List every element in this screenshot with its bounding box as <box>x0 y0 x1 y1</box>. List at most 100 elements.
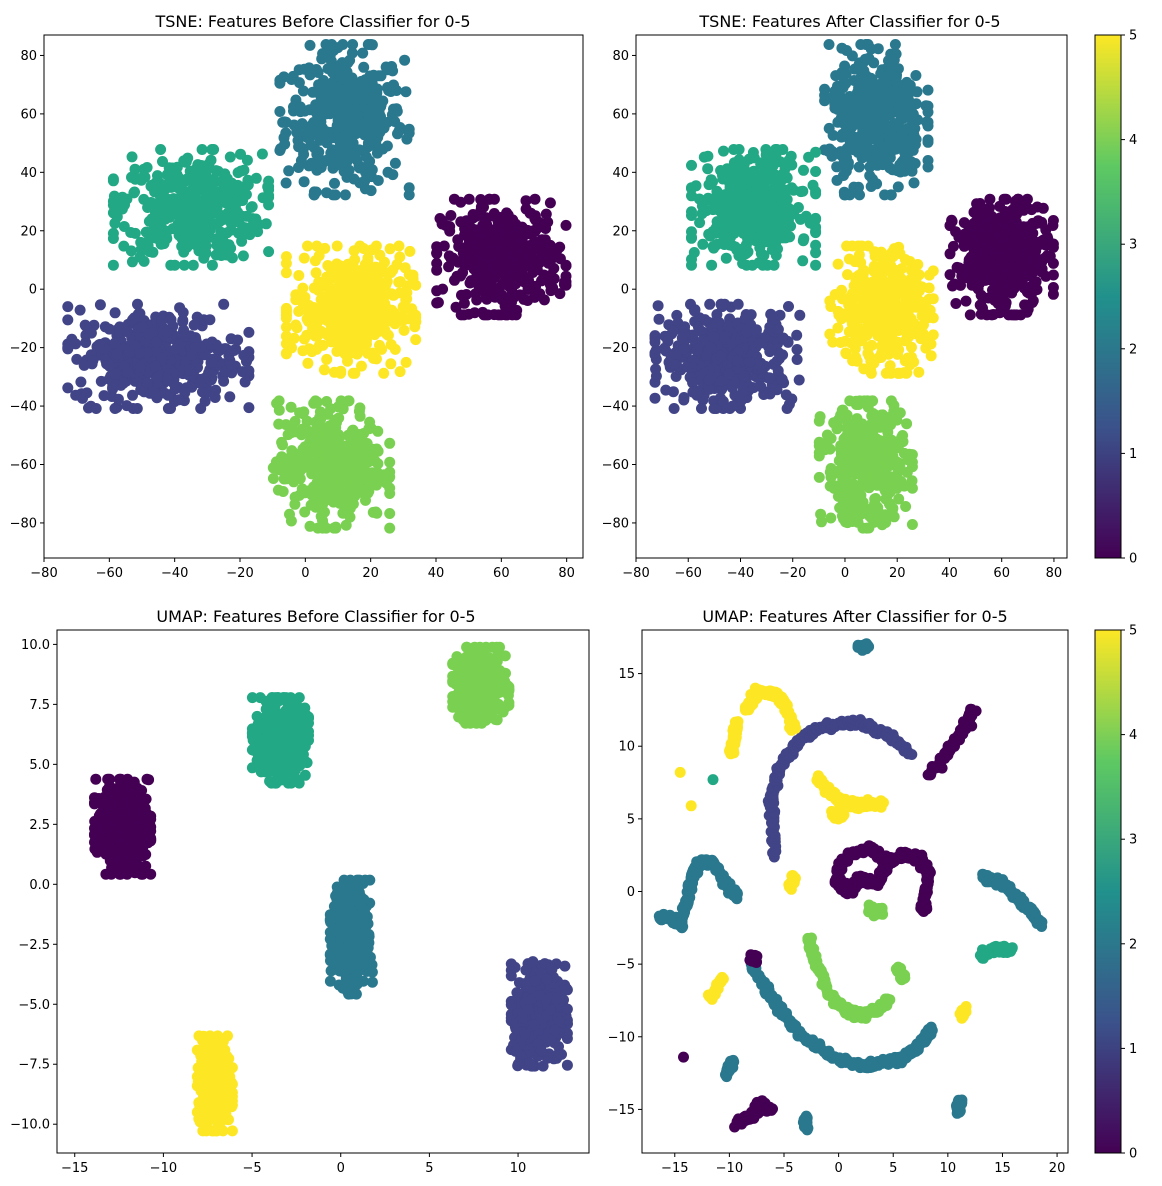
tsne-after-point-class-2 <box>831 174 843 186</box>
tsne-before-point-class-4 <box>313 420 325 432</box>
tsne-before-point-class-3 <box>225 224 237 236</box>
tsne-before-point-class-5 <box>362 287 374 299</box>
tsne-before-point-class-2 <box>348 110 360 122</box>
tsne-before-point-class-4 <box>301 460 313 472</box>
tsne-after-ytick-label: −60 <box>602 458 629 473</box>
tsne-after-point-class-0 <box>999 214 1011 226</box>
tsne-after-point-class-1 <box>700 349 712 361</box>
tsne-after-point-class-5 <box>897 303 908 315</box>
tsne-after-point-class-2 <box>908 177 920 189</box>
tsne-after-point-class-2 <box>839 60 851 72</box>
tsne-after-point-class-3 <box>686 182 697 194</box>
tsne-before-point-class-3 <box>178 259 190 271</box>
tsne-before-point-class-5 <box>335 340 347 352</box>
tsne-after-point-class-1 <box>738 370 750 382</box>
tsne-before-point-class-1 <box>87 355 99 367</box>
tsne-after-point-class-0 <box>968 218 979 230</box>
tsne-before-point-class-1 <box>148 386 160 398</box>
tsne-after-point-class-1 <box>716 298 727 310</box>
tsne-after-point-class-5 <box>905 313 917 325</box>
tsne-before-point-class-4 <box>314 412 326 423</box>
tsne-after-axes-frame <box>635 34 1068 559</box>
tsne-after-point-class-1 <box>735 395 747 406</box>
tsne-before-point-class-0 <box>560 219 572 231</box>
tsne-after-point-class-5 <box>911 293 923 305</box>
tsne-before-point-class-3 <box>235 148 246 160</box>
tsne-after-point-class-2 <box>882 101 894 113</box>
tsne-before-point-class-0 <box>489 288 501 300</box>
tsne-before-point-class-1 <box>226 359 238 371</box>
tsne-before-point-class-4 <box>315 510 327 522</box>
tsne-after-point-class-2 <box>864 170 876 182</box>
tsne-after-point-class-2 <box>843 122 855 133</box>
tsne-before-point-class-2 <box>287 70 299 82</box>
tsne-before-point-class-4 <box>317 464 329 476</box>
tsne-after-point-class-4 <box>876 519 888 531</box>
tsne-before-point-class-0 <box>554 288 566 300</box>
tsne-after-point-class-1 <box>715 375 727 387</box>
tsne-before-point-class-5 <box>362 255 374 266</box>
tsne-after-point-class-3 <box>777 144 789 155</box>
tsne-before-point-class-0 <box>529 225 541 237</box>
tsne-after-point-class-2 <box>893 100 905 112</box>
tsne-before-point-class-2 <box>352 98 364 110</box>
tsne-before-point-class-0 <box>547 247 559 259</box>
tsne-before-point-class-5 <box>323 261 335 273</box>
tsne-after-point-class-1 <box>708 331 720 343</box>
tsne-after-point-class-3 <box>758 188 770 200</box>
tsne-after-point-class-2 <box>861 118 873 129</box>
tsne-before-point-class-5 <box>381 275 393 287</box>
tsne-before-point-class-5 <box>358 243 370 254</box>
tsne-after-point-class-2 <box>854 189 865 201</box>
tsne-before-point-class-3 <box>218 187 230 198</box>
tsne-before-point-class-2 <box>353 160 365 172</box>
tsne-before-point-class-3 <box>142 240 154 252</box>
tsne-before-point-class-3 <box>215 176 227 188</box>
tsne-before-point-class-1 <box>162 374 174 386</box>
tsne-before-point-class-2 <box>327 64 339 76</box>
tsne-after-point-class-1 <box>649 347 661 359</box>
tsne-before-point-class-2 <box>345 75 357 87</box>
tsne-before-point-class-5 <box>384 315 396 327</box>
tsne-before-point-class-2 <box>274 106 286 117</box>
tsne-before-point-class-4 <box>343 459 355 471</box>
tsne-before-point-class-1 <box>62 301 74 313</box>
tsne-after-point-class-3 <box>810 225 822 237</box>
tsne-before-point-class-3 <box>215 196 227 207</box>
tsne-before-point-class-0 <box>520 195 532 207</box>
tsne-before-point-class-2 <box>340 109 352 121</box>
tsne-before-point-class-1 <box>224 391 236 403</box>
tsne-after-point-class-1 <box>781 403 793 414</box>
tsne-before-point-class-5 <box>375 321 386 333</box>
tsne-after-title: TSNE: Features After Classifier for 0-5 <box>698 12 1000 31</box>
tsne-before-point-class-3 <box>107 233 119 244</box>
tsne-before-point-class-5 <box>385 358 397 370</box>
tsne-after-point-class-0 <box>981 220 993 232</box>
tsne-after-point-class-0 <box>1041 250 1053 262</box>
tsne-after-ytick-label: −20 <box>602 341 629 356</box>
tsne-before-point-class-5 <box>351 341 363 353</box>
tsne-before-point-class-1 <box>143 328 155 340</box>
tsne-before-point-class-1 <box>232 334 244 346</box>
tsne-after-point-class-2 <box>896 156 908 168</box>
tsne-after-point-class-5 <box>853 249 865 261</box>
tsne-before-point-class-0 <box>480 265 492 277</box>
tsne-before-point-class-4 <box>384 522 396 534</box>
tsne-before-xtick-label: −80 <box>30 566 57 581</box>
tsne-before-point-class-2 <box>369 86 381 98</box>
tsne-before-point-class-1 <box>121 400 133 412</box>
tsne-before-point-class-3 <box>108 190 120 202</box>
tsne-before-point-class-2 <box>348 147 360 159</box>
tsne-before-point-class-0 <box>463 308 475 320</box>
tsne-after-point-class-1 <box>676 332 688 344</box>
tsne-before-point-class-2 <box>340 130 352 142</box>
tsne-after-point-class-3 <box>753 204 765 216</box>
tsne-before-point-class-3 <box>256 148 268 160</box>
tsne-before-point-class-5 <box>288 332 300 344</box>
tsne-before-point-class-3 <box>194 175 205 187</box>
tsne-before-point-class-5 <box>302 240 313 252</box>
tsne-before-point-class-2 <box>400 86 412 98</box>
tsne-after-point-class-2 <box>842 160 854 172</box>
tsne-after-point-class-5 <box>832 258 844 270</box>
tsne-before-point-class-1 <box>218 375 230 387</box>
